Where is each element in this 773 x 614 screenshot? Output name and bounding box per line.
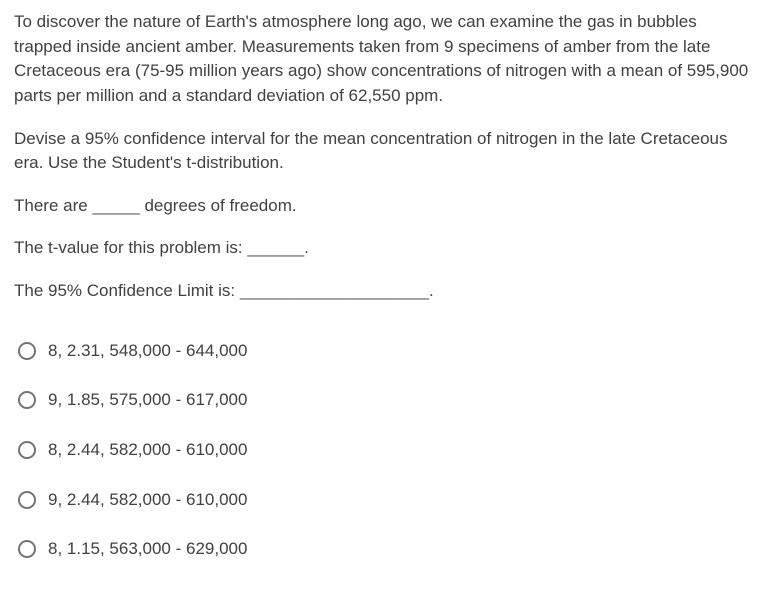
option-label: 9, 2.44, 582,000 - 610,000 [48, 487, 247, 513]
answer-option[interactable]: 9, 2.44, 582,000 - 610,000 [14, 475, 759, 525]
fill-text: . [429, 281, 434, 300]
fill-text: There are [14, 196, 92, 215]
radio-icon [18, 491, 36, 509]
fill-line-degrees: There are _____ degrees of freedom. [14, 194, 759, 219]
option-label: 8, 1.15, 563,000 - 629,000 [48, 536, 247, 562]
answer-option[interactable]: 8, 2.44, 582,000 - 610,000 [14, 425, 759, 475]
blank-confidence: ____________________ [240, 281, 429, 300]
radio-icon [18, 441, 36, 459]
fill-text: The 95% Confidence Limit is: [14, 281, 240, 300]
blank-tvalue: ______ [247, 238, 304, 257]
option-label: 8, 2.44, 582,000 - 610,000 [48, 437, 247, 463]
question-paragraph-1: To discover the nature of Earth's atmosp… [14, 10, 759, 109]
question-paragraph-2: Devise a 95% confidence interval for the… [14, 127, 759, 176]
radio-icon [18, 391, 36, 409]
fill-text: . [304, 238, 309, 257]
blank-degrees: _____ [92, 196, 139, 215]
answer-option[interactable]: 9, 1.85, 575,000 - 617,000 [14, 375, 759, 425]
radio-icon [18, 540, 36, 558]
radio-icon [18, 342, 36, 360]
fill-line-tvalue: The t-value for this problem is: ______. [14, 236, 759, 261]
option-label: 8, 2.31, 548,000 - 644,000 [48, 338, 247, 364]
fill-line-confidence: The 95% Confidence Limit is: ___________… [14, 279, 759, 304]
answer-options: 8, 2.31, 548,000 - 644,000 9, 1.85, 575,… [14, 326, 759, 574]
answer-option[interactable]: 8, 2.31, 548,000 - 644,000 [14, 326, 759, 376]
answer-option[interactable]: 8, 1.15, 563,000 - 629,000 [14, 524, 759, 574]
fill-text: The t-value for this problem is: [14, 238, 247, 257]
option-label: 9, 1.85, 575,000 - 617,000 [48, 387, 247, 413]
fill-text: degrees of freedom. [140, 196, 297, 215]
